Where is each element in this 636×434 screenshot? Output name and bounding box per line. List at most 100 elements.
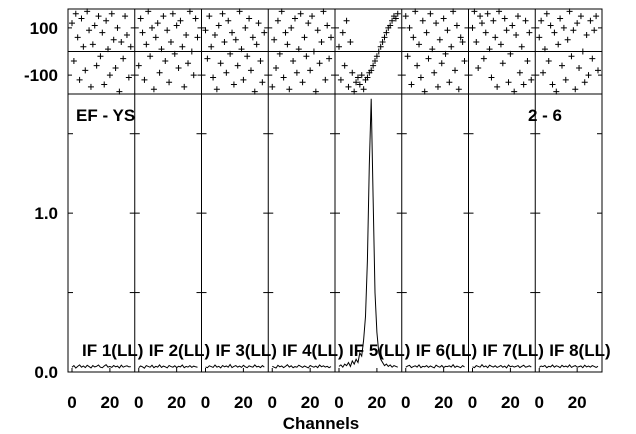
- phase-point: [120, 55, 127, 62]
- if-label: IF 7(LL): [483, 341, 544, 360]
- phase-point: [147, 53, 154, 60]
- phase-point: [297, 10, 304, 17]
- phase-point: [522, 17, 529, 24]
- phase-point: [210, 74, 217, 81]
- phase-point: [318, 39, 325, 46]
- phase-point: [577, 13, 584, 20]
- phase-point: [314, 27, 321, 34]
- phase-point: [78, 15, 85, 22]
- x-tick-label: 0: [401, 393, 410, 412]
- phase-point: [431, 69, 438, 76]
- phase-point: [282, 29, 289, 36]
- phase-point: [295, 46, 302, 53]
- phase-point: [125, 74, 132, 81]
- phase-point: [383, 29, 390, 36]
- x-tick-label: 0: [468, 393, 477, 412]
- phase-point: [74, 34, 81, 41]
- amplitude-panel: IF 1(LL) IF 2(LL) IF 3(LL) IF 4(LL) IF 5(LL)…: [71, 98, 611, 369]
- phase-point: [564, 36, 571, 43]
- phase-point: [105, 46, 112, 53]
- phase-point: [303, 53, 310, 60]
- phase-point: [351, 88, 358, 95]
- phase-point: [192, 15, 199, 22]
- phase-point: [354, 74, 361, 81]
- phase-point: [137, 15, 144, 22]
- phase-point: [190, 72, 197, 79]
- phase-point: [513, 31, 520, 38]
- phase-point: [99, 29, 106, 36]
- phase-point: [536, 34, 543, 41]
- phase-point: [528, 76, 535, 83]
- phase-point: [434, 83, 441, 90]
- phase-point: [141, 76, 148, 83]
- phase-point: [484, 10, 491, 17]
- phase-point: [549, 81, 556, 88]
- phase-point: [169, 10, 176, 17]
- phase-point: [320, 8, 327, 15]
- phase-point: [560, 24, 567, 31]
- phase-point: [135, 62, 142, 69]
- phase-point: [360, 86, 367, 93]
- phase-point: [253, 41, 260, 48]
- phase-point: [150, 86, 157, 93]
- phase-point: [490, 17, 497, 24]
- phase-point: [219, 10, 226, 17]
- phase-point: [93, 62, 100, 69]
- phase-point: [234, 62, 241, 69]
- phase-point: [101, 81, 108, 88]
- phase-point: [288, 24, 295, 31]
- phase-point: [368, 67, 375, 74]
- phase-point: [122, 13, 129, 20]
- amp-tick-label: 0.0: [34, 363, 58, 382]
- phase-point: [84, 8, 91, 15]
- phase-point: [414, 62, 421, 69]
- phase-point: [149, 24, 156, 31]
- x-tick-label: 0: [334, 393, 343, 412]
- phase-point: [345, 83, 352, 90]
- if-label: IF 1(LL): [82, 341, 143, 360]
- phase-point: [364, 74, 371, 81]
- phase-point: [448, 43, 455, 50]
- phase-point: [293, 69, 300, 76]
- phase-point: [579, 48, 586, 55]
- phase-point: [343, 17, 350, 24]
- phase-point: [162, 57, 169, 64]
- phase-point: [249, 34, 256, 41]
- phase-point: [373, 53, 380, 60]
- phase-point: [160, 13, 167, 20]
- phase-point: [455, 86, 462, 93]
- phase-point: [217, 60, 224, 67]
- amplitude-line: [538, 364, 599, 369]
- x-tick-label: 20: [167, 393, 186, 412]
- phase-point: [461, 57, 468, 64]
- phase-point: [370, 62, 377, 69]
- phase-point: [186, 8, 193, 15]
- phase-point: [95, 13, 102, 20]
- phase-point: [503, 27, 510, 34]
- phase-point: [86, 27, 93, 34]
- phase-point: [108, 10, 115, 17]
- if-label: IF 3(LL): [216, 341, 277, 360]
- phase-point: [438, 60, 445, 67]
- phase-point: [507, 50, 514, 57]
- phase-point: [480, 55, 487, 62]
- phase-point: [301, 34, 308, 41]
- phase-point: [280, 74, 287, 81]
- phase-point: [171, 50, 178, 57]
- phase-point: [576, 65, 583, 72]
- phase-point: [127, 43, 134, 50]
- phase-point: [477, 13, 484, 20]
- phase-tick-label: 100: [30, 19, 58, 38]
- phase-point: [158, 46, 165, 53]
- phase-point: [540, 69, 547, 76]
- x-tick-label: 20: [568, 393, 587, 412]
- phase-point: [494, 83, 501, 90]
- phase-point: [116, 88, 123, 95]
- phase-point: [587, 17, 594, 24]
- phase-point: [417, 74, 424, 81]
- phase-point: [246, 15, 253, 22]
- phase-point: [553, 88, 560, 95]
- phase-point: [452, 67, 459, 74]
- phase-point: [278, 8, 285, 15]
- phase-point: [123, 31, 130, 38]
